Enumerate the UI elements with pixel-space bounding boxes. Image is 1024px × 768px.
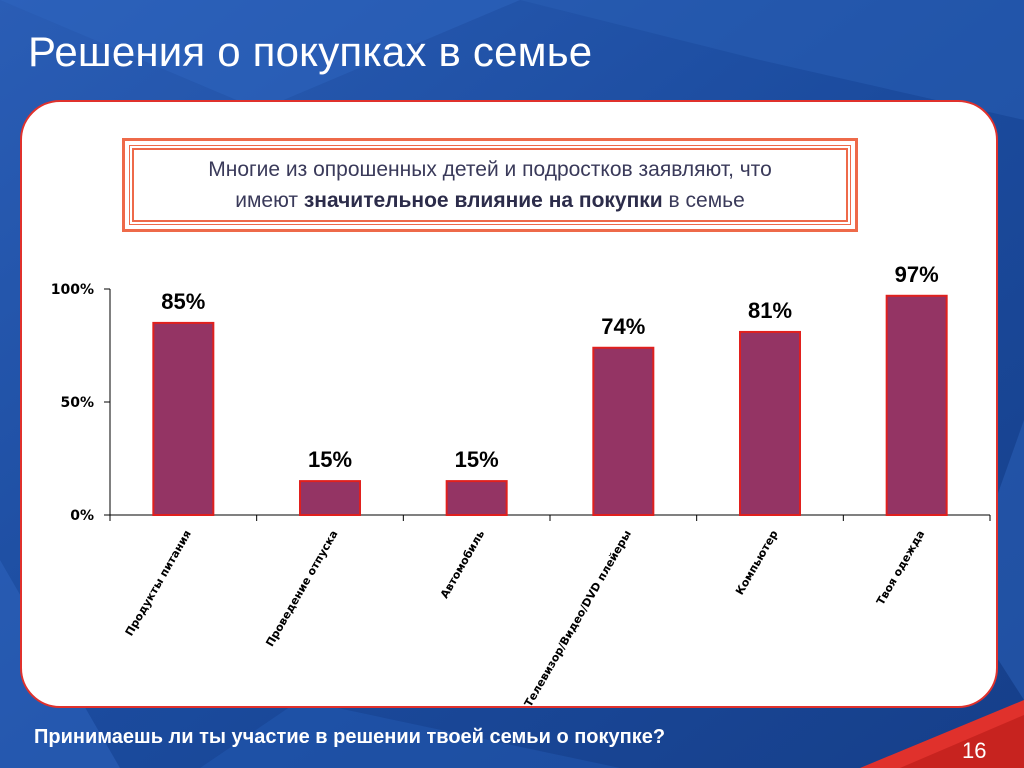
value-label: 74% <box>601 314 645 339</box>
category-label: Телевизор/Видео/DVD плейеры <box>522 528 634 709</box>
callout-line1: Многие из опрошенных детей и подростков … <box>208 158 772 181</box>
bar <box>445 480 508 517</box>
bar <box>739 330 801 516</box>
category-label: Автомобиль <box>438 528 487 601</box>
callout-line2-bold: значительное влияние на покупки <box>303 189 663 212</box>
category-label: Твоя одежда <box>874 528 927 607</box>
value-label: 15% <box>308 447 352 472</box>
callout-content: Многие из опрошенных детей и подростков … <box>132 148 848 222</box>
value-label: 81% <box>748 298 792 323</box>
bar <box>885 294 948 516</box>
value-label: 15% <box>455 447 499 472</box>
page-number: 16 <box>962 738 987 763</box>
bar <box>592 346 655 517</box>
value-label: 85% <box>161 289 205 314</box>
bar <box>152 321 215 516</box>
y-tick-label: 50% <box>60 395 94 411</box>
callout-line2-prefix: имеют <box>235 189 304 212</box>
callout-text: Многие из опрошенных детей и подростков … <box>208 154 772 216</box>
y-tick-label: 0% <box>70 508 94 524</box>
question-text: Принимаешь ли ты участие в решении твоей… <box>34 726 666 748</box>
y-tick-label: 100% <box>51 282 94 298</box>
value-label: 97% <box>895 262 939 287</box>
category-label: Проведение отпуска <box>263 528 340 649</box>
callout-box: Многие из опрошенных детей и подростков … <box>122 138 858 232</box>
callout-line2-suffix: в семье <box>662 189 745 212</box>
callout-border-inner <box>129 145 851 225</box>
slide-title: Решения о покупках в семье <box>28 28 593 75</box>
category-label: Компьютер <box>733 528 781 597</box>
category-label: Продукты питания <box>123 528 194 638</box>
bar <box>299 480 361 517</box>
